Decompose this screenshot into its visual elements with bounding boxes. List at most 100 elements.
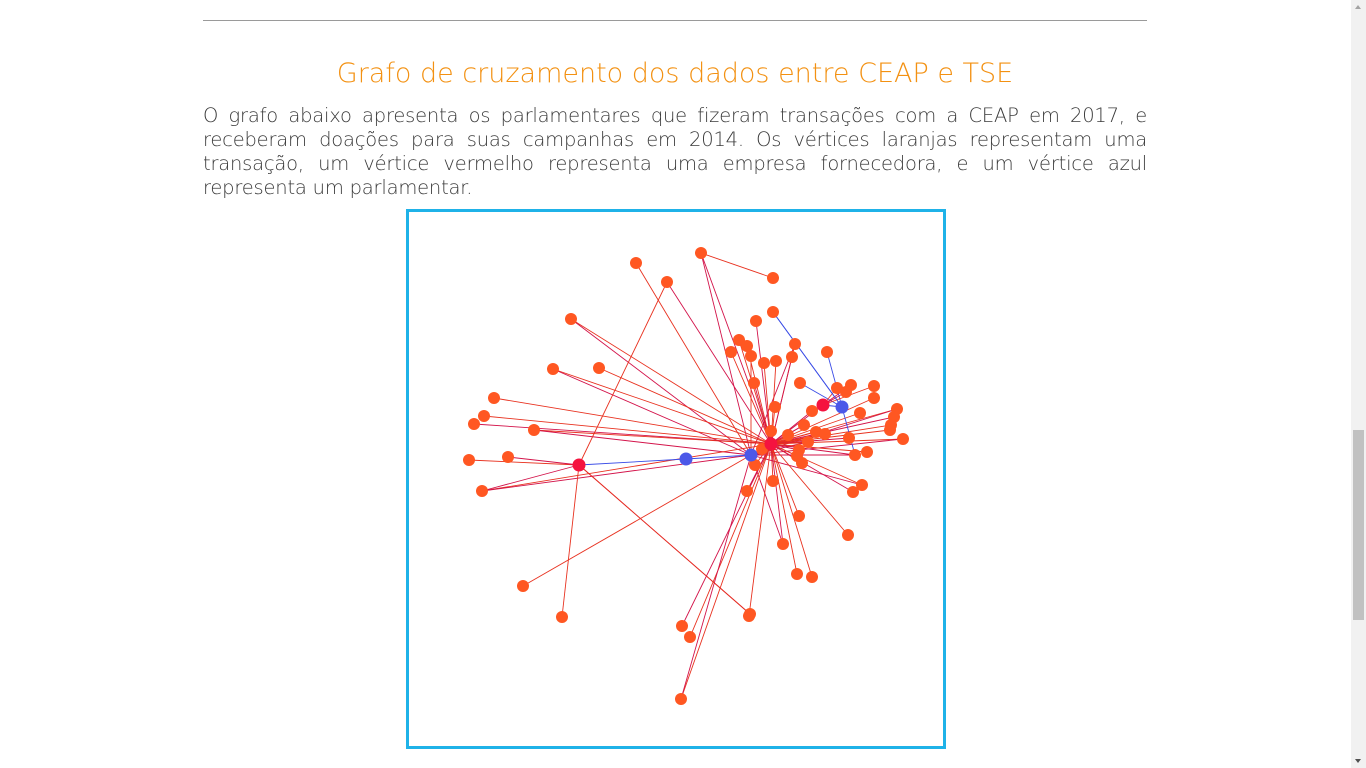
graph-edge (468, 459, 580, 466)
transaction-node[interactable] (791, 568, 803, 580)
graph-description: O grafo abaixo apresenta os parlamentare… (203, 104, 1147, 199)
scrollbar-thumb[interactable] (1353, 430, 1364, 620)
transaction-node[interactable] (695, 247, 707, 259)
graph-edge (700, 252, 772, 445)
graph-edge (507, 456, 580, 466)
transaction-node[interactable] (794, 377, 806, 389)
parliamentarian-node[interactable] (679, 452, 693, 466)
graph-edge (533, 429, 772, 445)
parliamentarian-node[interactable] (744, 448, 758, 462)
transaction-node[interactable] (861, 446, 873, 458)
graph-edge (689, 443, 772, 638)
graph-edge (570, 318, 752, 456)
graph-edge (578, 458, 687, 466)
transaction-node[interactable] (675, 693, 687, 705)
transaction-node[interactable] (750, 315, 762, 327)
transaction-node[interactable] (741, 485, 753, 497)
scroll-down-arrow-icon[interactable] (1351, 753, 1366, 768)
transaction-node[interactable] (468, 418, 480, 430)
transaction-node[interactable] (798, 419, 810, 431)
graph-edge (700, 252, 774, 279)
graph-edge (770, 443, 854, 493)
graph-edge (770, 443, 849, 536)
transaction-node[interactable] (821, 346, 833, 358)
transaction-node[interactable] (842, 529, 854, 541)
vertical-scrollbar[interactable] (1351, 0, 1366, 768)
transaction-node[interactable] (767, 306, 779, 318)
transaction-node[interactable] (770, 355, 782, 367)
transaction-node[interactable] (767, 475, 779, 487)
transaction-node[interactable] (854, 407, 866, 419)
transaction-node[interactable] (749, 459, 761, 471)
transaction-node[interactable] (806, 571, 818, 583)
transaction-node[interactable] (843, 432, 855, 444)
transaction-node[interactable] (463, 454, 475, 466)
transaction-node[interactable] (856, 479, 868, 491)
graph-edges (468, 252, 904, 700)
transaction-node[interactable] (476, 485, 488, 497)
transaction-node[interactable] (478, 410, 490, 422)
truncated-next-paragraph: . (.) . (203, 758, 248, 768)
supplier-node[interactable] (572, 458, 586, 472)
supplier-node[interactable] (816, 398, 830, 412)
transaction-node[interactable] (661, 276, 673, 288)
transaction-node[interactable] (748, 377, 760, 389)
graph-edge (666, 281, 772, 445)
graph-edge (748, 443, 772, 617)
graph-edge (770, 443, 813, 578)
transaction-node[interactable] (684, 631, 696, 643)
supplier-node[interactable] (764, 437, 778, 451)
transaction-node[interactable] (868, 392, 880, 404)
transaction-node[interactable] (831, 382, 843, 394)
scroll-up-arrow-icon[interactable] (1351, 0, 1366, 15)
transaction-node[interactable] (786, 351, 798, 363)
network-graph[interactable] (409, 212, 943, 746)
transaction-node[interactable] (819, 428, 831, 440)
transaction-node[interactable] (884, 424, 896, 436)
graph-edge (561, 464, 580, 618)
graph-edge (738, 339, 772, 445)
transaction-node[interactable] (796, 457, 808, 469)
transaction-node[interactable] (793, 510, 805, 522)
parliamentarian-node[interactable] (835, 400, 849, 414)
graph-edge (533, 429, 752, 456)
graph-edge (772, 311, 843, 408)
graph-edge (680, 454, 752, 700)
transaction-node[interactable] (769, 401, 781, 413)
transaction-node[interactable] (782, 429, 794, 441)
transaction-node[interactable] (744, 608, 756, 620)
transaction-node[interactable] (767, 272, 779, 284)
transaction-node[interactable] (556, 611, 568, 623)
transaction-node[interactable] (777, 538, 789, 550)
transaction-node[interactable] (806, 405, 818, 417)
transaction-node[interactable] (676, 620, 688, 632)
transaction-node[interactable] (547, 363, 559, 375)
transaction-node[interactable] (565, 313, 577, 325)
graph-edge (750, 454, 863, 486)
transaction-node[interactable] (528, 424, 540, 436)
transaction-node[interactable] (897, 433, 909, 445)
transaction-node[interactable] (593, 362, 605, 374)
transaction-node[interactable] (502, 451, 514, 463)
transaction-node[interactable] (849, 449, 861, 461)
transaction-node[interactable] (745, 350, 757, 362)
transaction-node[interactable] (517, 580, 529, 592)
transaction-node[interactable] (789, 338, 801, 350)
graph-edge (493, 397, 772, 445)
transaction-node[interactable] (840, 386, 852, 398)
graph-edge (770, 443, 800, 517)
transaction-node[interactable] (741, 340, 753, 352)
transaction-node[interactable] (765, 425, 777, 437)
graph-edge (635, 262, 752, 456)
transaction-node[interactable] (725, 346, 737, 358)
graph-edge (750, 438, 904, 456)
transaction-node[interactable] (802, 436, 814, 448)
graph-frame[interactable] (406, 209, 946, 749)
transaction-node[interactable] (758, 357, 770, 369)
transaction-node[interactable] (488, 392, 500, 404)
transaction-node[interactable] (630, 257, 642, 269)
graph-edge (841, 406, 856, 456)
transaction-node[interactable] (868, 380, 880, 392)
transaction-node[interactable] (847, 486, 859, 498)
transaction-node[interactable] (810, 426, 822, 438)
